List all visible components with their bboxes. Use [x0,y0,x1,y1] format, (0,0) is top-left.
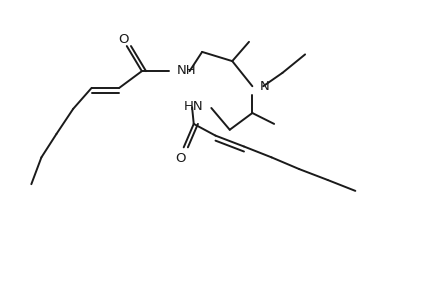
Text: HN: HN [184,100,204,113]
Text: N: N [260,80,270,93]
Text: O: O [118,33,129,46]
Text: O: O [175,152,186,165]
Text: NH: NH [177,64,197,77]
